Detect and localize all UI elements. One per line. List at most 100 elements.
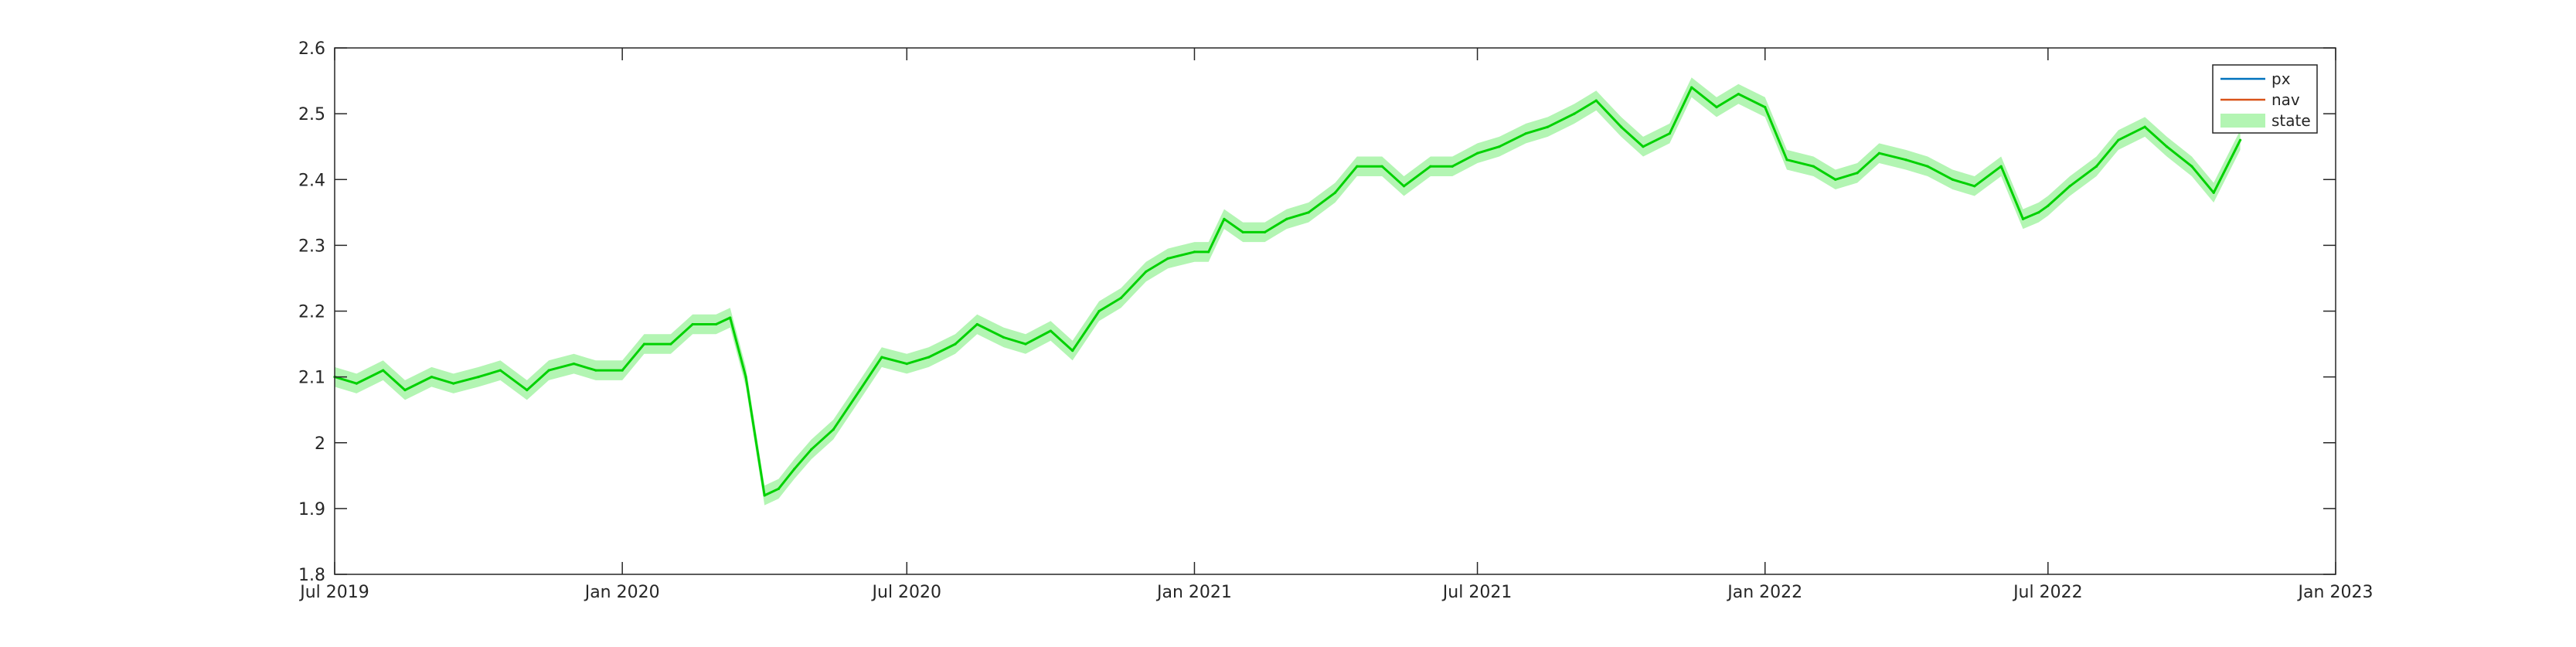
- state-point: [1498, 145, 1501, 148]
- state-point: [1999, 165, 2003, 168]
- state-point: [1668, 132, 1671, 135]
- y-tick-label: 2.6: [298, 39, 325, 59]
- state-point: [975, 322, 978, 326]
- x-tick-label: Jan 2021: [1155, 583, 1232, 602]
- state-point: [1620, 125, 1623, 128]
- state-point: [954, 342, 957, 346]
- state-point: [1207, 250, 1210, 254]
- state-point: [1546, 125, 1550, 128]
- state-point: [1241, 230, 1244, 233]
- state-point: [1764, 106, 1767, 109]
- state-point: [1737, 92, 1740, 96]
- state-point: [2117, 138, 2120, 141]
- y-tick-label: 2.3: [298, 237, 325, 256]
- y-axis: 1.8 1.9 2 2.1 2.2 2.3 2.4 2.5 2.6: [298, 39, 2336, 585]
- y-tick-label: 1.8: [298, 566, 325, 585]
- state-point: [2021, 217, 2025, 220]
- state-point: [1402, 185, 1406, 188]
- state-point: [859, 389, 862, 392]
- state-point: [1356, 165, 1359, 168]
- state-point: [621, 369, 624, 372]
- state-point: [594, 369, 597, 372]
- state-point: [2143, 125, 2146, 128]
- state-point: [2239, 138, 2242, 141]
- state-point: [2165, 145, 2169, 148]
- state-point: [1642, 145, 1645, 148]
- x-tick-label: Jan 2023: [2297, 583, 2374, 602]
- x-tick-label: Jul 2021: [1441, 583, 1513, 602]
- state-point: [1307, 211, 1310, 214]
- state-line-layer: [333, 86, 2242, 497]
- state-point: [572, 363, 576, 366]
- state-point: [526, 389, 529, 392]
- state-point: [1524, 132, 1527, 135]
- state-point: [2068, 185, 2071, 188]
- state-point: [729, 316, 732, 319]
- y-tick-label: 1.9: [298, 500, 325, 519]
- y-tick-label: 2.5: [298, 105, 325, 124]
- legend-label-state: state: [2271, 111, 2311, 130]
- state-point: [1573, 112, 1576, 115]
- state-point: [382, 369, 385, 372]
- state-point: [691, 322, 694, 326]
- y-tick-label: 2.1: [298, 369, 325, 388]
- state-point: [793, 468, 796, 471]
- x-tick-label: Jul 2022: [2012, 583, 2083, 602]
- state-point: [744, 376, 747, 379]
- state-point: [1223, 217, 1226, 220]
- state-point: [1380, 165, 1383, 168]
- legend-swatch-state: [2220, 114, 2265, 128]
- legend: px nav state: [2212, 64, 2318, 134]
- y-tick-label: 2.2: [298, 303, 325, 322]
- state-point: [1002, 335, 1006, 339]
- state-point: [403, 389, 407, 392]
- y-tick-label: 2: [315, 434, 325, 454]
- state-point: [669, 342, 672, 346]
- legend-label-px: px: [2271, 70, 2291, 88]
- state-point: [1285, 217, 1288, 220]
- state-point: [1145, 270, 1148, 274]
- state-point: [642, 342, 646, 346]
- state-point: [1263, 230, 1267, 233]
- state-point: [2047, 204, 2050, 207]
- state-point: [430, 376, 434, 379]
- state-point: [880, 356, 883, 359]
- state-point: [1429, 165, 1432, 168]
- state-point: [2190, 165, 2193, 168]
- state-point: [1193, 250, 1196, 254]
- state-point: [905, 363, 908, 366]
- x-tick-label: Jul 2020: [871, 583, 942, 602]
- y-tick-label: 2.4: [298, 171, 325, 190]
- state-point: [477, 376, 480, 379]
- state-point: [777, 487, 781, 490]
- x-tick-label: Jul 2019: [298, 583, 369, 602]
- state-point: [1024, 342, 1027, 346]
- state-point: [1071, 349, 1074, 352]
- state-point: [2212, 191, 2215, 194]
- state-point: [499, 369, 502, 372]
- state-point: [1475, 152, 1479, 155]
- state-point: [1785, 158, 1788, 162]
- state-point: [1926, 165, 1929, 168]
- x-tick-label: Jan 2022: [1726, 583, 1802, 602]
- state-point: [714, 322, 718, 326]
- plot-area: [335, 48, 2336, 574]
- state-point: [355, 382, 358, 385]
- x-axis: Jul 2019 Jan 2020 Jul 2020 Jan 2021 Jul 2021…: [298, 48, 2373, 602]
- state-point: [763, 494, 766, 497]
- state-point: [1166, 257, 1169, 260]
- state-point: [2094, 165, 2098, 168]
- state-point: [810, 448, 813, 451]
- state-point: [547, 369, 550, 372]
- state-point: [927, 356, 931, 359]
- state-point: [1973, 185, 1976, 188]
- legend-label-nav: nav: [2271, 90, 2300, 109]
- state-point: [1119, 296, 1122, 300]
- state-point: [1049, 329, 1052, 332]
- state-point: [1097, 309, 1101, 313]
- state-point: [1856, 172, 1859, 175]
- state-point: [1451, 165, 1454, 168]
- state-point: [1834, 178, 1837, 181]
